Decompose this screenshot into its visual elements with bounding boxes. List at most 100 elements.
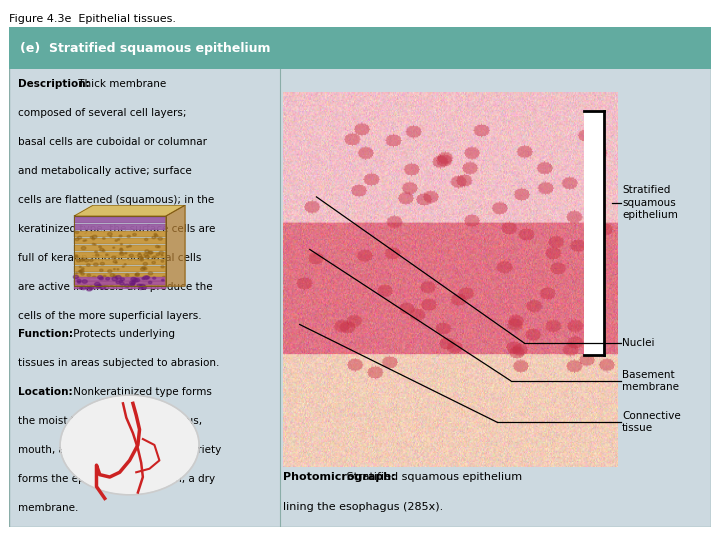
Circle shape xyxy=(143,286,146,289)
Circle shape xyxy=(74,256,78,259)
Text: Thick membrane: Thick membrane xyxy=(76,79,166,90)
Circle shape xyxy=(143,276,148,279)
Circle shape xyxy=(161,279,164,281)
Text: Location:: Location: xyxy=(18,387,73,397)
Bar xyxy=(74,277,166,281)
Text: are active in mitosis and produce the: are active in mitosis and produce the xyxy=(18,282,212,292)
Circle shape xyxy=(143,262,148,265)
Circle shape xyxy=(125,284,129,287)
Circle shape xyxy=(100,248,104,251)
Circle shape xyxy=(125,253,127,254)
Circle shape xyxy=(114,276,118,280)
Circle shape xyxy=(116,275,121,279)
Circle shape xyxy=(128,282,132,285)
Circle shape xyxy=(154,233,157,235)
Circle shape xyxy=(96,254,99,256)
Text: Description:: Description: xyxy=(18,79,89,90)
Circle shape xyxy=(144,253,148,256)
Circle shape xyxy=(155,235,158,237)
Circle shape xyxy=(141,258,143,259)
Circle shape xyxy=(125,274,129,276)
Circle shape xyxy=(159,251,163,254)
Circle shape xyxy=(130,281,135,285)
Circle shape xyxy=(98,275,103,279)
Circle shape xyxy=(161,260,163,262)
Bar xyxy=(74,252,166,258)
Circle shape xyxy=(81,247,86,249)
Circle shape xyxy=(135,273,140,275)
Text: Basement
membrane: Basement membrane xyxy=(622,369,679,392)
Circle shape xyxy=(78,281,81,284)
Circle shape xyxy=(139,253,140,254)
Circle shape xyxy=(110,274,114,276)
Text: Protects underlying: Protects underlying xyxy=(70,329,175,339)
Text: forms the epidermis of the skin, a dry: forms the epidermis of the skin, a dry xyxy=(18,474,215,483)
Text: composed of several cell layers;: composed of several cell layers; xyxy=(18,109,186,118)
Bar xyxy=(74,231,166,237)
Circle shape xyxy=(145,255,150,259)
Circle shape xyxy=(132,233,136,236)
Circle shape xyxy=(92,238,95,240)
Circle shape xyxy=(79,266,81,267)
Text: lining the esophagus (285x).: lining the esophagus (285x). xyxy=(283,502,444,512)
Circle shape xyxy=(96,285,101,288)
Circle shape xyxy=(139,287,143,289)
Circle shape xyxy=(120,252,124,255)
Polygon shape xyxy=(166,205,185,286)
Circle shape xyxy=(161,255,163,256)
Circle shape xyxy=(120,278,125,281)
Circle shape xyxy=(142,278,145,280)
Bar xyxy=(74,217,166,223)
Circle shape xyxy=(111,278,112,279)
Circle shape xyxy=(145,250,149,253)
Circle shape xyxy=(135,279,140,282)
Text: Nuclei: Nuclei xyxy=(622,338,654,348)
Circle shape xyxy=(117,239,120,240)
Circle shape xyxy=(109,282,114,285)
Circle shape xyxy=(94,251,97,253)
Circle shape xyxy=(156,253,159,255)
Circle shape xyxy=(132,281,134,283)
Circle shape xyxy=(102,283,104,285)
Circle shape xyxy=(135,274,137,275)
Circle shape xyxy=(86,264,90,266)
Text: cells are flattened (squamous); in the: cells are flattened (squamous); in the xyxy=(18,195,214,205)
Circle shape xyxy=(142,267,145,269)
Circle shape xyxy=(129,254,133,257)
Circle shape xyxy=(112,256,116,259)
Circle shape xyxy=(102,250,105,252)
Circle shape xyxy=(78,236,81,239)
Circle shape xyxy=(148,272,153,275)
Circle shape xyxy=(115,262,117,264)
Circle shape xyxy=(94,263,98,266)
Text: Photomicrograph:: Photomicrograph: xyxy=(283,472,395,483)
Circle shape xyxy=(140,285,145,287)
Circle shape xyxy=(127,282,130,284)
Circle shape xyxy=(145,238,148,241)
Circle shape xyxy=(99,285,102,287)
Bar xyxy=(74,238,166,244)
Circle shape xyxy=(116,281,120,284)
Circle shape xyxy=(114,268,115,269)
Text: (e)  Stratified squamous epithelium: (e) Stratified squamous epithelium xyxy=(20,42,271,55)
Text: tissues in areas subjected to abrasion.: tissues in areas subjected to abrasion. xyxy=(18,358,219,368)
Bar xyxy=(74,245,166,251)
Circle shape xyxy=(113,260,117,263)
Bar xyxy=(585,111,604,354)
Bar xyxy=(9,27,711,70)
Text: Stratified squamous epithelium: Stratified squamous epithelium xyxy=(343,472,522,483)
Circle shape xyxy=(103,275,106,277)
Text: Nonkeratinized type forms: Nonkeratinized type forms xyxy=(70,387,212,397)
Circle shape xyxy=(144,281,148,285)
Circle shape xyxy=(89,286,94,289)
Circle shape xyxy=(149,251,153,254)
Circle shape xyxy=(81,286,86,289)
Circle shape xyxy=(124,280,129,284)
Text: and metabolically active; surface: and metabolically active; surface xyxy=(18,166,192,177)
Circle shape xyxy=(129,245,131,247)
Text: basal cells are cuboidal or columnar: basal cells are cuboidal or columnar xyxy=(18,137,207,147)
Text: membrane.: membrane. xyxy=(18,503,78,512)
Circle shape xyxy=(137,284,140,287)
Circle shape xyxy=(120,282,124,285)
Circle shape xyxy=(106,254,108,255)
